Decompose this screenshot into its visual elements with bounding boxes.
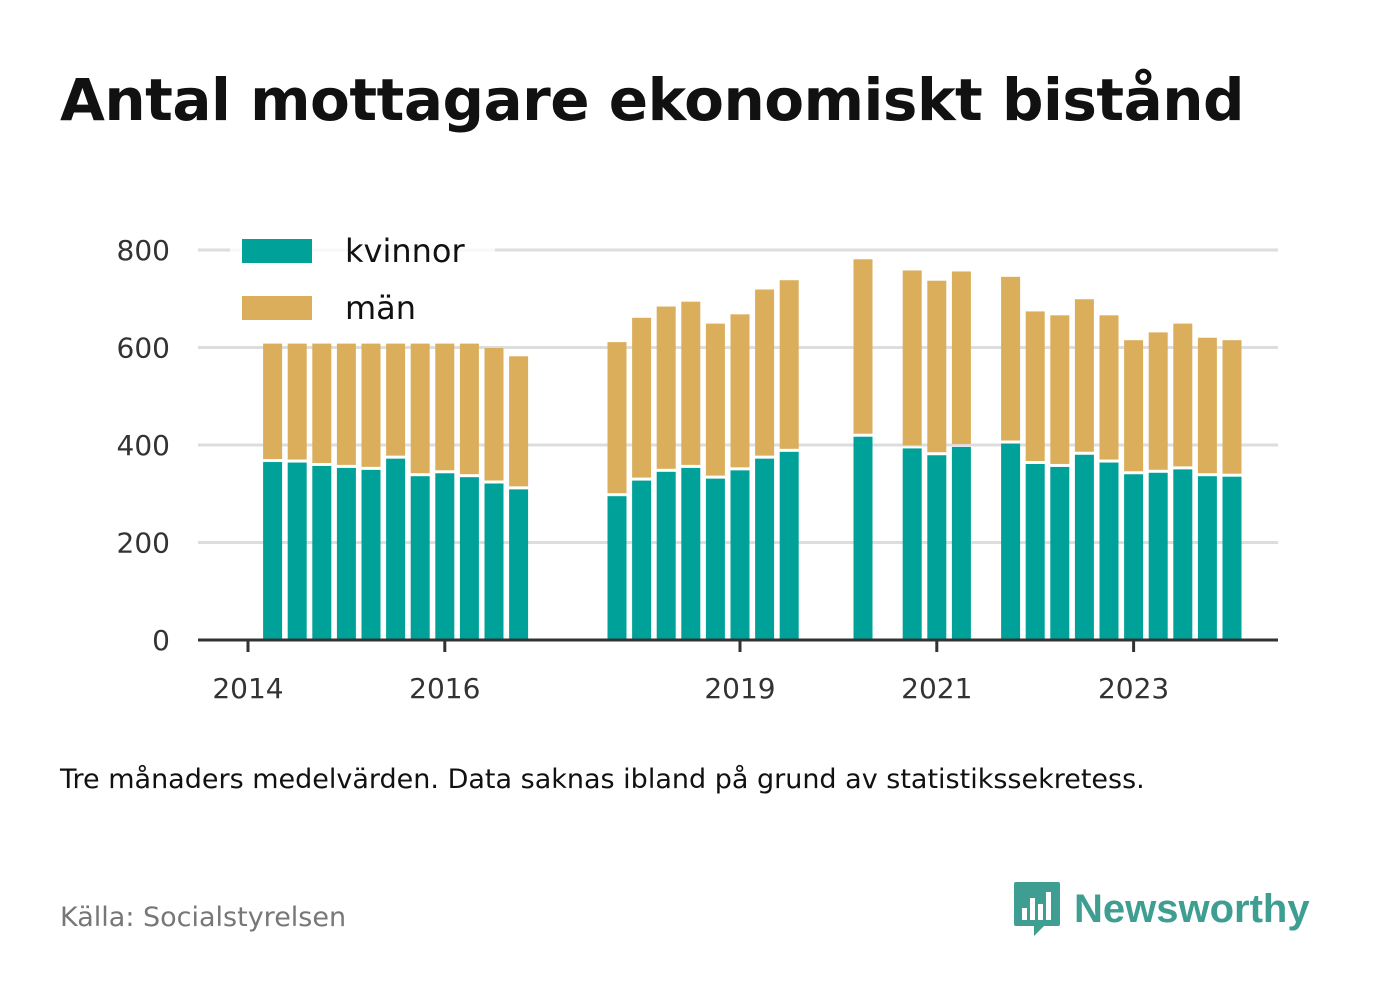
bar-kvinnor: [1222, 476, 1242, 640]
bar-man: [656, 306, 676, 469]
brand-name: Newsworthy: [1074, 886, 1310, 931]
bar-man: [484, 347, 504, 481]
bar-man: [755, 289, 775, 456]
chart-title: Antal mottagare ekonomiskt bistånd: [60, 66, 1245, 134]
bar-man: [1197, 337, 1217, 474]
bar-man: [705, 323, 725, 476]
bar-kvinnor: [1197, 476, 1217, 640]
bar-kvinnor: [656, 471, 676, 640]
bar-man: [1050, 315, 1070, 464]
bar-man: [902, 270, 922, 446]
bar-kvinnor: [1050, 466, 1070, 640]
bar-man: [681, 301, 701, 465]
bar-kvinnor: [951, 446, 971, 640]
bar-kvinnor: [779, 451, 799, 640]
bar-kvinnor: [336, 467, 356, 640]
legend-label-man: män: [345, 289, 416, 327]
bar-kvinnor: [853, 436, 873, 640]
bar-kvinnor: [1001, 443, 1021, 640]
bar-kvinnor: [681, 467, 701, 640]
chart-note: Tre månaders medelvärden. Data saknas ib…: [60, 764, 1145, 795]
legend-swatch-man: [242, 296, 312, 320]
x-tick-label: 2023: [1098, 672, 1169, 705]
bar-kvinnor: [361, 469, 381, 640]
legend-label-kvinnor: kvinnor: [345, 232, 466, 270]
bar-man: [410, 343, 430, 474]
bar-kvinnor: [484, 483, 504, 640]
newsworthy-logo-icon: [1014, 882, 1060, 936]
bar-kvinnor: [902, 448, 922, 640]
bar-man: [730, 314, 750, 468]
bar-man: [263, 343, 283, 460]
bar-man: [509, 356, 529, 487]
x-tick-label: 2021: [901, 672, 972, 705]
bar-kvinnor: [607, 496, 627, 640]
bar-man: [336, 343, 356, 465]
bar-kvinnor: [435, 473, 455, 640]
y-tick-label: 800: [117, 234, 170, 267]
bar-kvinnor: [312, 465, 332, 640]
bar-man: [287, 343, 307, 460]
bar-man: [1099, 315, 1119, 460]
bar-kvinnor: [1025, 464, 1045, 640]
bar-man: [435, 343, 455, 471]
bar-kvinnor: [287, 462, 307, 640]
bar-man: [1222, 340, 1242, 474]
bar-man: [459, 343, 479, 475]
bar-kvinnor: [263, 462, 283, 640]
bar-kvinnor: [1124, 474, 1144, 640]
bar-man: [312, 343, 332, 463]
bar-man: [951, 271, 971, 444]
bar-kvinnor: [1099, 462, 1119, 640]
x-tick-label: 2016: [409, 672, 480, 705]
y-tick-label: 400: [117, 429, 170, 462]
bar-kvinnor: [386, 458, 406, 640]
bar-man: [1148, 332, 1168, 470]
y-tick-label: 200: [117, 527, 170, 560]
y-tick-label: 0: [152, 624, 170, 657]
x-tick-label: 2019: [704, 672, 775, 705]
bar-kvinnor: [730, 470, 750, 640]
bar-kvinnor: [1173, 469, 1193, 640]
bar-kvinnor: [1074, 454, 1094, 640]
bar-man: [632, 317, 652, 478]
legend-swatch-kvinnor: [242, 239, 312, 263]
bar-kvinnor: [755, 458, 775, 640]
bar-kvinnor: [410, 476, 430, 640]
bar-kvinnor: [459, 477, 479, 640]
bar-man: [1001, 276, 1021, 441]
bar-man: [853, 259, 873, 434]
x-tick-label: 2014: [212, 672, 283, 705]
bar-kvinnor: [509, 489, 529, 640]
bar-man: [1124, 340, 1144, 472]
y-tick-label: 600: [117, 332, 170, 365]
bar-man: [927, 280, 947, 453]
bar-man: [1025, 311, 1045, 462]
bar-kvinnor: [1148, 472, 1168, 640]
bar-kvinnor: [705, 478, 725, 640]
bar-man: [779, 280, 799, 449]
newsworthy-logo[interactable]: Newsworthy: [1012, 880, 1310, 938]
bar-kvinnor: [632, 480, 652, 640]
bar-man: [1173, 323, 1193, 467]
bar-man: [607, 342, 627, 494]
source-label: Källa: Socialstyrelsen: [60, 902, 347, 933]
bar-man: [1074, 299, 1094, 452]
bar-kvinnor: [927, 455, 947, 640]
bar-man: [386, 343, 406, 456]
bar-man: [361, 343, 381, 467]
